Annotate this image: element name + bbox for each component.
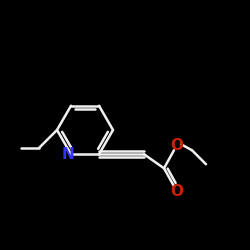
Text: O: O: [170, 184, 183, 199]
Text: N: N: [62, 147, 74, 162]
Text: O: O: [170, 138, 183, 153]
